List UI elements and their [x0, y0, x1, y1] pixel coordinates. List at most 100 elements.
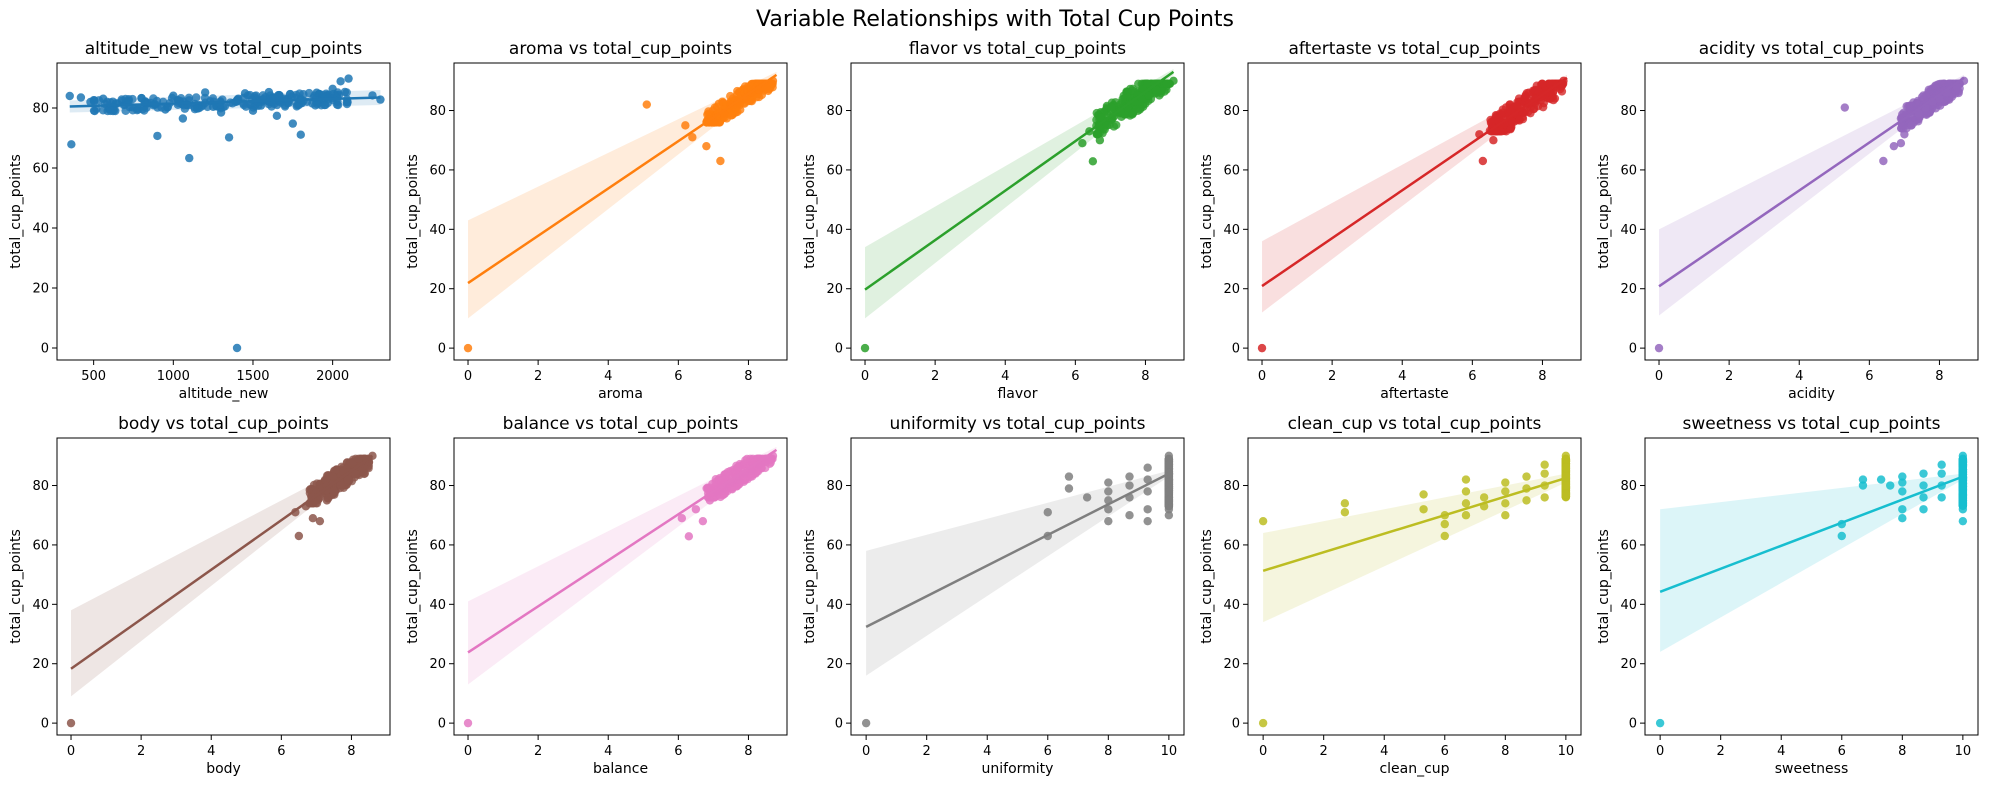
plot-area — [1258, 451, 1571, 728]
axes-frame — [56, 437, 391, 736]
data-point — [1064, 484, 1074, 493]
subplot-9: sweetness vs total_cup_points 0 2 4 6 8 10 0 20 4… — [1596, 414, 1979, 777]
data-point — [1102, 121, 1112, 130]
x-tick-label: 8 — [1898, 744, 1906, 759]
data-point — [208, 94, 218, 103]
x-axis-label: aftertaste — [1380, 386, 1449, 402]
x-axis-label: balance — [593, 761, 648, 777]
data-point — [1958, 516, 1968, 526]
x-tick-label: 6 — [1441, 744, 1449, 759]
data-point — [322, 496, 332, 505]
data-point — [343, 475, 353, 484]
data-point — [1440, 519, 1449, 529]
y-tick-label: 40 — [429, 598, 446, 613]
data-point — [315, 516, 325, 526]
y-tick-label: 80 — [32, 102, 49, 117]
y-tick-label: 80 — [1223, 479, 1240, 494]
x-tick-label: 2 — [1328, 369, 1336, 384]
subplot-7: uniformity vs total_cup_points 0 2 4 6 8 10 0 20… — [802, 414, 1185, 777]
x-tick-label: 6 — [1071, 369, 1079, 384]
data-point — [1164, 460, 1174, 469]
confidence-band — [1660, 473, 1963, 652]
data-point — [224, 133, 234, 142]
data-point — [1144, 91, 1154, 100]
data-point — [1461, 499, 1471, 508]
data-point — [1164, 505, 1174, 514]
data-point — [1937, 493, 1946, 502]
data-point — [714, 475, 724, 485]
x-axis-label: body — [206, 761, 241, 777]
subplot-title: acidity vs total_cup_points — [1699, 39, 1925, 59]
regression-line — [1659, 475, 1964, 594]
data-point — [329, 487, 339, 496]
data-point — [691, 505, 701, 514]
plot-area — [463, 71, 778, 353]
x-axis-label: aroma — [598, 386, 643, 402]
data-point — [734, 462, 743, 472]
y-tick-label: 80 — [429, 479, 446, 494]
y-tick-label: 20 — [1620, 282, 1637, 297]
data-point — [312, 499, 322, 508]
data-point — [1919, 493, 1928, 502]
data-point — [1898, 478, 1907, 487]
data-point — [1494, 114, 1503, 123]
x-tick-label: 8 — [744, 744, 752, 759]
data-point — [1340, 508, 1350, 517]
confidence-band — [1659, 74, 1964, 316]
data-point — [240, 89, 250, 98]
axes-frame — [1644, 437, 1979, 736]
data-point — [1886, 481, 1895, 490]
data-point — [1135, 105, 1145, 114]
subplot-title: uniformity vs total_cup_points — [889, 414, 1145, 434]
x-tick-label: 0 — [1655, 369, 1663, 384]
data-point — [1143, 516, 1152, 526]
data-point — [1143, 463, 1152, 472]
x-tick-label: 10 — [1955, 744, 1972, 759]
x-tick-label: 4 — [983, 744, 991, 759]
x-tick-label: 4 — [1001, 369, 1009, 384]
subplot-title: altitude_new vs total_cup_points — [85, 39, 363, 59]
subplot-title: clean_cup vs total_cup_points — [1288, 414, 1542, 434]
data-point — [677, 513, 687, 523]
x-tick-label: 0 — [861, 369, 869, 384]
data-point — [712, 490, 722, 499]
data-point — [312, 88, 321, 97]
data-point — [1540, 460, 1549, 469]
data-point — [1876, 475, 1886, 484]
data-point — [1540, 493, 1549, 502]
y-tick-label: 0 — [1629, 342, 1637, 357]
data-point — [1440, 531, 1449, 541]
x-tick-label: 0 — [1656, 744, 1664, 759]
x-tick-label: 2 — [1725, 369, 1733, 384]
x-tick-label: 2 — [534, 369, 542, 384]
subplot-title: flavor vs total_cup_points — [909, 39, 1126, 59]
figure-title: Variable Relationships with Total Cup Po… — [756, 7, 1234, 32]
x-tick-label: 1500 — [236, 369, 269, 384]
data-point — [1958, 493, 1968, 502]
axes-frame — [453, 62, 788, 361]
data-point — [1164, 511, 1174, 520]
data-point — [296, 130, 305, 139]
data-point — [241, 102, 251, 111]
confidence-band — [866, 470, 1169, 676]
data-point — [216, 108, 226, 117]
regression-line — [865, 472, 1170, 629]
data-point — [684, 532, 694, 541]
y-tick-label: 80 — [1620, 104, 1637, 119]
data-point — [705, 496, 715, 505]
data-point — [232, 96, 242, 105]
y-tick-label: 0 — [1232, 717, 1240, 732]
data-point — [232, 343, 242, 353]
data-point — [1561, 463, 1571, 472]
data-point — [324, 471, 334, 480]
data-point — [1501, 478, 1510, 487]
subplot-title: balance vs total_cup_points — [503, 414, 739, 434]
y-tick-label: 80 — [1620, 479, 1637, 494]
data-point — [1082, 493, 1092, 502]
y-tick-label: 40 — [826, 223, 843, 238]
